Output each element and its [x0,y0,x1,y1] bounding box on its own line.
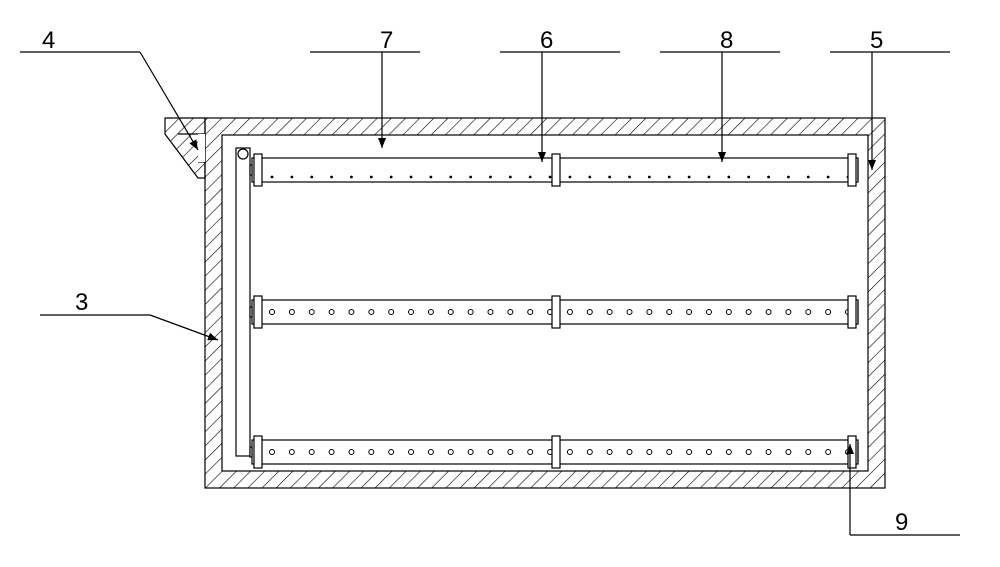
label-6: 6 [540,27,553,54]
label-7: 7 [380,27,393,54]
label-9: 9 [895,509,908,536]
label-8: 8 [720,27,733,54]
diagram-container: 4 7 6 8 5 3 9 [0,0,1000,567]
label-5: 5 [870,27,883,54]
label-3: 3 [75,289,88,316]
technical-diagram: 4 7 6 8 5 3 9 [0,0,1000,567]
label-4: 4 [42,27,55,54]
